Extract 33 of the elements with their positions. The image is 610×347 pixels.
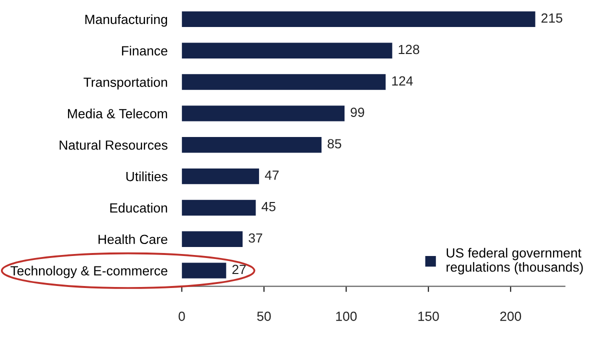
x-tick-label: 150 — [418, 312, 439, 321]
bar — [182, 168, 260, 184]
data-label: 99 — [350, 108, 364, 117]
y-tick-label: Media & Telecom — [68, 108, 168, 118]
y-tick-label: Transportation — [84, 77, 168, 90]
y-tick-label: Manufacturing — [85, 14, 168, 27]
x-tick-label: 50 — [257, 312, 271, 321]
data-label: 45 — [262, 202, 276, 212]
x-tick-label: 200 — [500, 312, 522, 321]
bar — [182, 137, 322, 153]
x-tick-label: 100 — [336, 312, 357, 321]
data-label: 47 — [264, 170, 279, 180]
y-tick-label: Natural Resources — [60, 140, 168, 150]
bar — [182, 231, 243, 247]
y-tick-label: Education — [110, 202, 168, 213]
bar — [182, 11, 536, 28]
bar — [182, 74, 386, 90]
data-label: 215 — [541, 13, 562, 23]
data-label: 85 — [328, 139, 342, 148]
data-label: 37 — [248, 233, 262, 243]
y-tick-label: Health Care — [98, 234, 168, 244]
data-label: 128 — [398, 44, 420, 54]
bar — [182, 200, 256, 216]
legend-label: US federal government regulations (thousands) — [446, 248, 583, 274]
data-label: 124 — [392, 76, 413, 86]
data-label: 27 — [232, 264, 246, 274]
y-tick-label: Finance — [122, 46, 168, 56]
bar — [182, 262, 226, 278]
bar — [182, 106, 345, 122]
y-tick-label: Utilities — [126, 172, 168, 182]
x-tick-label: 0 — [178, 312, 185, 321]
y-tick-label: Technology & E-commerce — [10, 266, 168, 278]
bar — [182, 42, 392, 58]
